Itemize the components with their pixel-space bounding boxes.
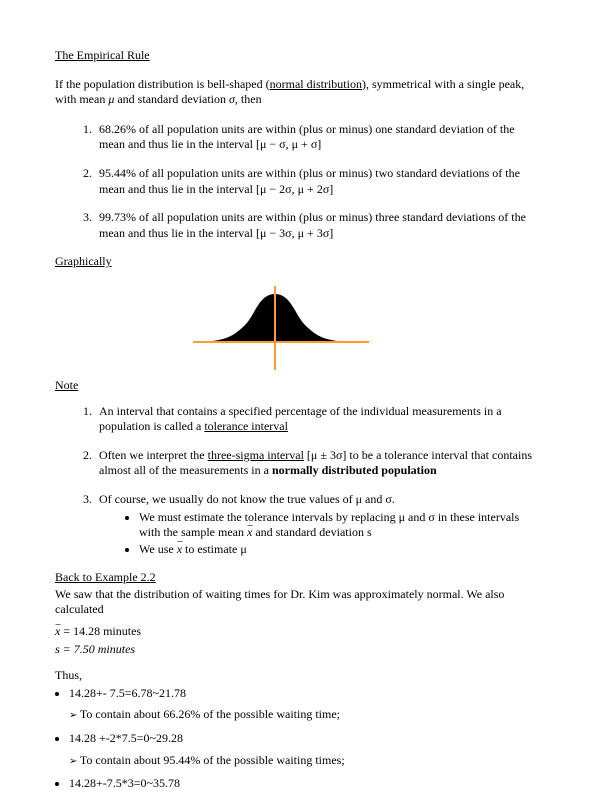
calc-2-note: To contain about 95.44% of the possible … — [55, 753, 540, 769]
three-sigma-link: three-sigma interval — [208, 448, 304, 462]
intro-paragraph: If the population distribution is bell-s… — [55, 77, 540, 108]
empirical-rules-list: 68.26% of all population units are withi… — [55, 122, 540, 242]
page-title: The Empirical Rule — [55, 48, 540, 64]
normal-distribution-link: normal distribution — [270, 77, 362, 91]
back-paragraph: We saw that the distribution of waiting … — [55, 587, 540, 618]
graphically-heading: Graphically — [55, 254, 540, 270]
note-heading: Note — [55, 378, 540, 394]
rule-3-text: of all population units are within (plus… — [99, 210, 526, 240]
note-3: Of course, we usually do not know the tr… — [95, 492, 540, 557]
rule-2: 95.44% of all population units are withi… — [95, 166, 540, 197]
note-3-sub-2: We use x to estimate μ — [139, 542, 540, 558]
note-3-sub-2b: to estimate μ — [182, 542, 247, 556]
note-3-sub-1: We must estimate the tolerance intervals… — [139, 510, 540, 541]
thus-label: Thus, — [55, 668, 540, 684]
rule-1: 68.26% of all population units are withi… — [95, 122, 540, 153]
note-3-sub-2a: We use — [139, 542, 177, 556]
xbar-value: = 14.28 minutes — [60, 624, 141, 638]
note-3-main: Of course, we usually do not know the tr… — [99, 492, 395, 506]
note-1-pre: An interval that contains a specified pe… — [99, 404, 502, 434]
calc-2-note-item: To contain about 95.44% of the possible … — [69, 753, 540, 769]
note-3-sublist: We must estimate the tolerance intervals… — [99, 510, 540, 558]
calc-1-eq: 14.28+- 7.5=6.78~21.78 — [55, 686, 540, 702]
note-2-bold: normally distributed population — [272, 463, 437, 477]
xbar-symbol: x — [55, 624, 60, 640]
note-2-pre: Often we interpret the — [99, 448, 208, 462]
intro-post2: and standard deviation — [114, 92, 229, 106]
xbar-symbol: x — [177, 542, 182, 558]
calc-3-eq: 14.28+-7.5*3=0~35.78 — [55, 776, 540, 792]
rule-3-pct: 99.73% — [99, 210, 136, 224]
calc-1-eq-item: 14.28+- 7.5=6.78~21.78 — [69, 686, 540, 702]
rule-2-text: of all population units are within (plus… — [99, 166, 520, 196]
rule-1-text: of all population units are within (plus… — [99, 122, 515, 152]
rule-1-pct: 68.26% — [99, 122, 136, 136]
calc-1-note-item: To contain about 66.26% of the possible … — [69, 707, 540, 723]
calc-2-eq-item: 14.28 +-2*7.5=0~29.28 — [69, 731, 540, 747]
note-3-sub-1b: and standard deviation s — [252, 525, 371, 539]
xbar-symbol: x — [247, 525, 252, 541]
calc-1-note: To contain about 66.26% of the possible … — [55, 707, 540, 723]
s-value-line: s = 7.50 minutes — [55, 642, 540, 658]
notes-list: An interval that contains a specified pe… — [55, 404, 540, 558]
note-2: Often we interpret the three-sigma inter… — [95, 448, 540, 479]
tolerance-interval-link: tolerance interval — [204, 419, 288, 433]
calc-2-eq: 14.28 +-2*7.5=0~29.28 — [55, 731, 540, 747]
intro-post3: , then — [235, 92, 262, 106]
back-to-example-heading: Back to Example 2.2 — [55, 570, 540, 586]
calc-3-eq-item: 14.28+-7.5*3=0~35.78 — [69, 776, 540, 792]
graph-x-axis — [193, 341, 369, 343]
xbar-value-line: x = 14.28 minutes — [55, 624, 540, 640]
rule-2-pct: 95.44% — [99, 166, 136, 180]
bell-curve-graph — [175, 280, 375, 372]
intro-pre: If the population distribution is bell-s… — [55, 77, 270, 91]
note-1: An interval that contains a specified pe… — [95, 404, 540, 435]
graph-y-axis — [274, 286, 276, 370]
rule-3: 99.73% of all population units are withi… — [95, 210, 540, 241]
